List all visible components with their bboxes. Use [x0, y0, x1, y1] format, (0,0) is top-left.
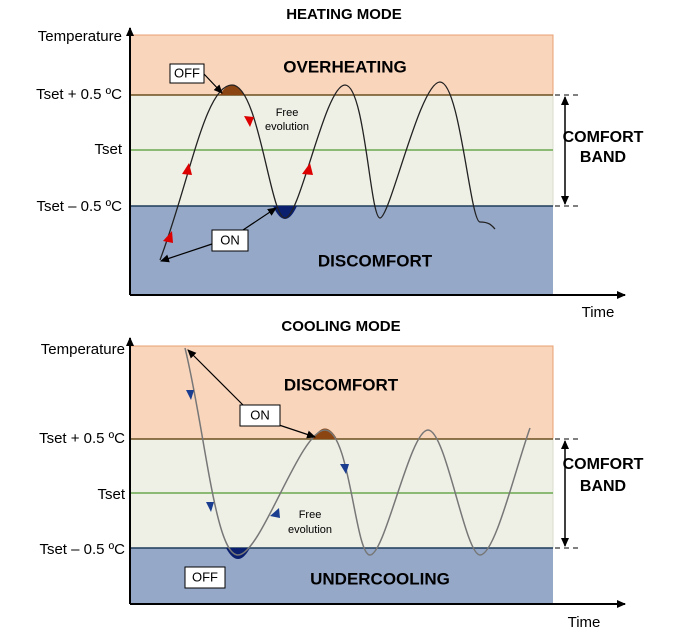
direction-arrow — [163, 231, 173, 243]
pointer — [187, 349, 245, 407]
cooling-panel: COOLING MODE Temperature Tset + 0.5 ºC T… — [39, 318, 644, 631]
direction-arrow — [302, 163, 313, 175]
pointer — [160, 243, 213, 263]
x-axis-label: Time — [582, 304, 615, 321]
direction-arrow — [244, 116, 254, 127]
direction-arrow — [270, 508, 280, 518]
pointer — [275, 423, 316, 439]
on-box — [239, 404, 281, 427]
off-box — [184, 566, 226, 589]
overshoot — [313, 428, 337, 439]
upper-zone-label: OVERHEATING — [283, 57, 406, 76]
off-label: OFF — [174, 65, 200, 80]
level-label: Tset + 0.5 ºC — [39, 430, 125, 447]
y-axis-label: Temperature — [41, 341, 125, 358]
level-label: Tset + 0.5 ºC — [36, 86, 122, 103]
level-label: Tset — [94, 141, 122, 158]
off-label: OFF — [192, 569, 218, 584]
level-label: Tset — [97, 486, 125, 503]
on-label: ON — [250, 407, 270, 422]
panel-title: HEATING MODE — [286, 6, 402, 23]
heating-panel: HEATING MODE Temperature Tset + 0.5 ºC T… — [36, 6, 644, 321]
level-label: Tset – 0.5 ºC — [36, 198, 122, 215]
direction-arrow — [206, 502, 214, 512]
pointer — [239, 207, 277, 233]
on-box — [211, 229, 249, 252]
band-label: COMFORT — [563, 456, 644, 473]
lower-zone-label: UNDERCOOLING — [310, 569, 450, 588]
x-axis-label: Time — [568, 614, 601, 631]
free-evolution-label: Free — [276, 107, 299, 119]
direction-arrow — [182, 163, 192, 175]
upper-zone-label: DISCOMFORT — [284, 375, 399, 394]
band-label: BAND — [580, 478, 626, 495]
panel-title: COOLING MODE — [281, 318, 400, 335]
free-evolution-label: evolution — [265, 121, 309, 133]
off-box — [169, 63, 205, 84]
temperature-curve — [184, 347, 531, 556]
band-label: BAND — [580, 149, 626, 166]
direction-arrow — [186, 390, 194, 400]
level-label: Tset – 0.5 ºC — [39, 541, 125, 558]
free-evolution-label: Free — [299, 509, 322, 521]
temperature-curve — [159, 81, 496, 261]
on-label: ON — [220, 232, 240, 247]
free-evolution-label: evolution — [288, 524, 332, 536]
y-axis-label: Temperature — [38, 28, 122, 45]
pointer — [203, 73, 223, 94]
direction-arrow — [340, 464, 349, 474]
band-label: COMFORT — [563, 129, 644, 146]
undershoot — [226, 548, 250, 559]
undershoot — [273, 206, 297, 219]
lower-zone — [130, 206, 553, 295]
lower-zone-label: DISCOMFORT — [318, 251, 433, 270]
